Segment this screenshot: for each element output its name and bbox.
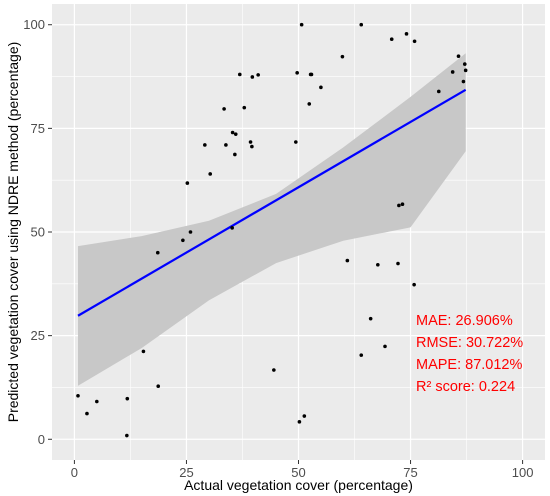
data-point [383, 344, 387, 349]
data-point [95, 399, 99, 404]
data-point [462, 62, 467, 66]
data-point [307, 102, 312, 106]
data-point [389, 37, 394, 42]
y-tick-label: 25 [31, 328, 45, 343]
confidence-band [78, 53, 466, 386]
data-point [230, 130, 235, 135]
data-point [319, 85, 323, 90]
y-tick-label: 50 [31, 225, 45, 240]
data-point [203, 143, 207, 147]
data-point [450, 70, 455, 74]
data-point [85, 411, 89, 416]
data-point [404, 32, 409, 36]
data-point [272, 368, 276, 372]
data-points [76, 22, 468, 438]
data-point [233, 132, 238, 136]
data-point [76, 393, 80, 398]
data-point [295, 71, 299, 75]
data-point [248, 140, 253, 144]
y-tick-label: 100 [23, 17, 45, 32]
mae-label: MAE: 26.906% [416, 313, 513, 329]
data-point [397, 203, 401, 208]
data-point [125, 433, 129, 438]
rmse-label: RMSE: 30.722% [416, 335, 523, 351]
data-point [400, 202, 405, 207]
data-point [456, 54, 461, 59]
data-point [125, 396, 130, 401]
data-point [181, 238, 185, 243]
data-point [436, 89, 441, 94]
data-point [233, 152, 237, 157]
data-point [297, 420, 302, 424]
regression-line [77, 88, 467, 317]
data-point [188, 230, 193, 234]
data-point [463, 68, 468, 73]
data-point [412, 282, 416, 287]
x-tick-label: 0 [71, 465, 78, 480]
data-point [345, 258, 350, 263]
data-point [294, 140, 298, 144]
data-point [299, 22, 304, 27]
x-tick-label: 25 [179, 465, 193, 480]
data-point [461, 79, 466, 84]
data-point [250, 144, 254, 149]
x-axis-ticks: 0 25 50 75 100 [71, 460, 534, 480]
data-point [208, 172, 213, 176]
r2-score-label: R² score: 0.224 [416, 379, 515, 395]
data-point [155, 250, 160, 255]
data-point [242, 105, 247, 110]
y-tick-label: 0 [38, 432, 45, 447]
mape-label: MAPE: 87.012% [416, 357, 522, 373]
data-point [185, 181, 190, 185]
data-point [250, 75, 255, 79]
x-tick-label: 100 [512, 465, 534, 480]
data-point [141, 349, 146, 354]
data-point [224, 143, 228, 147]
data-point [412, 39, 417, 44]
data-point [237, 72, 242, 77]
data-point [359, 22, 364, 27]
data-point [396, 261, 400, 266]
data-point [230, 226, 234, 230]
x-tick-label: 50 [291, 465, 305, 480]
data-point [156, 384, 161, 389]
y-tick-label: 75 [31, 121, 45, 136]
y-axis-title: Predicted vegetation cover using NDRE me… [5, 42, 21, 423]
data-point [368, 316, 373, 321]
data-point [359, 353, 364, 357]
x-axis-title: Actual vegetation cover (percentage) [184, 477, 413, 493]
data-point [256, 73, 260, 77]
x-tick-label: 75 [403, 465, 417, 480]
y-axis-ticks: 0 25 50 75 100 [23, 17, 52, 447]
data-point [309, 72, 314, 77]
data-point [302, 414, 307, 418]
data-point [222, 107, 226, 111]
data-point [376, 262, 380, 267]
data-point [340, 54, 345, 59]
metrics-annotation: MAE: 26.906% RMSE: 30.722% MAPE: 87.012%… [416, 313, 523, 395]
